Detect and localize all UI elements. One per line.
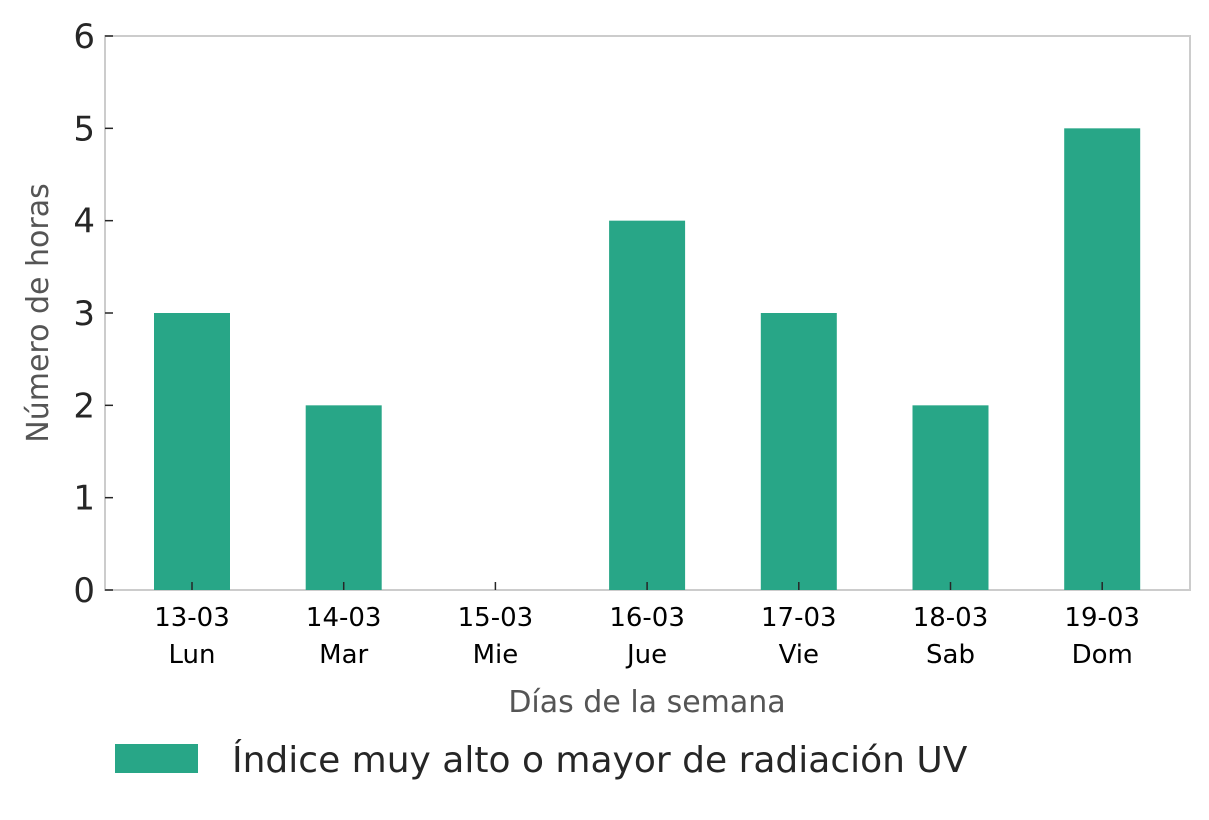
- bar: [609, 220, 686, 590]
- x-tick-label-line: 13-03: [154, 603, 230, 633]
- x-tick-label: 14-03 Mar: [306, 603, 382, 670]
- x-tick-label: 19-03 Dom: [1064, 603, 1140, 670]
- x-tick-label: 16-03 Jue: [609, 603, 685, 670]
- bar: [1064, 128, 1141, 591]
- y-tick-label: 5: [73, 109, 95, 149]
- x-tick-label: 13-03 Lun: [154, 603, 230, 670]
- x-tick-label-line: Mie: [473, 640, 519, 670]
- x-axis-label: Días de la semana: [508, 685, 785, 720]
- legend: Índice muy alto o mayor de radiación UV: [115, 739, 968, 781]
- x-tick-label-line: 16-03: [609, 603, 685, 633]
- x-tick-label-line: 18-03: [913, 603, 989, 633]
- x-tick-label-line: Lun: [169, 640, 216, 670]
- x-tick-label-line: 15-03: [458, 603, 534, 633]
- y-tick-label: 2: [73, 386, 95, 426]
- bars: [154, 128, 1141, 591]
- y-tick-label: 4: [73, 202, 95, 242]
- bar: [154, 313, 230, 590]
- x-tick-label-line: Sab: [926, 640, 975, 670]
- x-tick-label-line: Jue: [625, 640, 667, 670]
- x-tick-label-line: 14-03: [306, 603, 382, 633]
- y-tick-label: 6: [73, 17, 95, 57]
- y-tick-label: 0: [73, 571, 95, 611]
- bar: [912, 405, 989, 590]
- legend-swatch: [115, 744, 198, 773]
- x-tick-label-line: 17-03: [761, 603, 837, 633]
- y-tick-label: 3: [73, 294, 95, 334]
- bar: [760, 313, 837, 590]
- x-tick-label-line: Vie: [779, 640, 819, 670]
- y-tick-label: 1: [73, 479, 95, 519]
- bar: [305, 405, 382, 590]
- x-tick-label-line: 19-03: [1064, 603, 1140, 633]
- x-tick-label: 18-03 Sab: [913, 603, 989, 670]
- x-tick-label: 15-03 Mie: [458, 603, 534, 670]
- x-axis: 13-03 Lun 14-03 Mar 15-03 Mie 16-03 Jue 17-03 Vie…: [154, 582, 1140, 670]
- x-tick-label-line: Dom: [1072, 640, 1133, 670]
- x-tick-label-line: Mar: [319, 640, 368, 670]
- y-axis: 0 1 2 3 4 5 6: [73, 17, 113, 611]
- legend-label: Índice muy alto o mayor de radiación UV: [232, 739, 968, 781]
- x-tick-label: 17-03 Vie: [761, 603, 837, 670]
- y-axis-label: Número de horas: [21, 183, 56, 442]
